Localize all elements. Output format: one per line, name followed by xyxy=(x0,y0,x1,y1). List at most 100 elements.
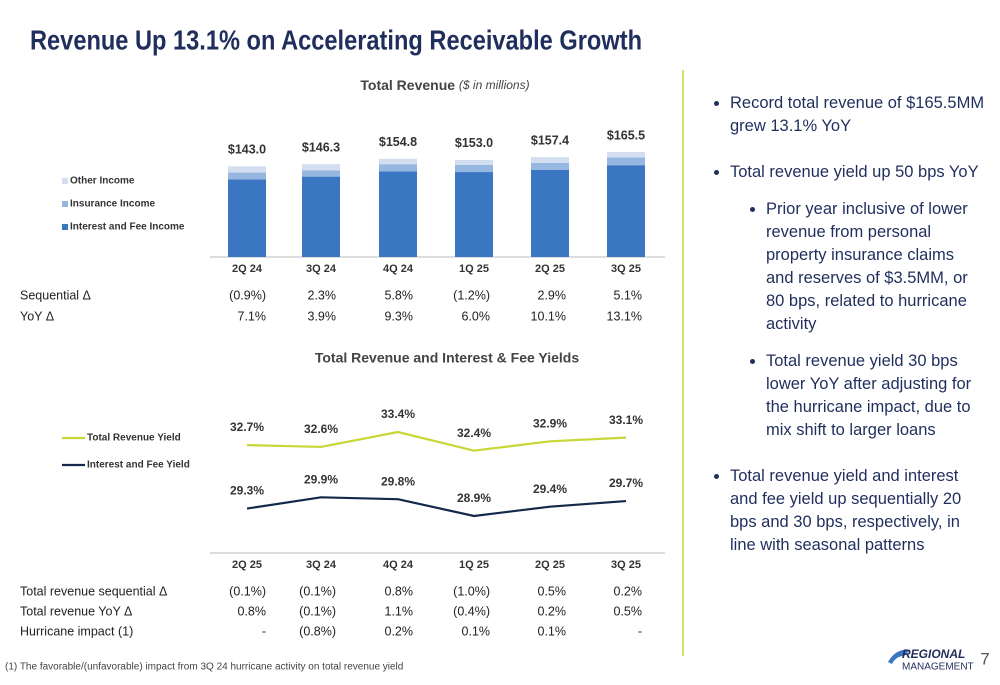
table-cell: 1.1% xyxy=(385,604,414,618)
table-cell: 5.1% xyxy=(614,288,643,302)
bar-segment xyxy=(228,172,266,180)
bar-segment xyxy=(302,164,340,171)
legend-swatch xyxy=(62,224,68,230)
table-cell: 0.2% xyxy=(614,584,643,598)
value-label: 32.7% xyxy=(230,420,264,434)
bar-segment xyxy=(531,162,569,170)
x-tick-label: 1Q 25 xyxy=(459,559,489,571)
table-cell: 0.8% xyxy=(385,584,414,598)
table-cell: (0.1%) xyxy=(299,604,336,618)
bullet-text: Total revenue yield up 50 bps YoY xyxy=(730,163,979,181)
logo-text: MANAGEMENT xyxy=(902,662,974,673)
line xyxy=(246,496,627,518)
bar-segment xyxy=(302,170,340,177)
chart-title: Total Revenue and Interest & Fee Yields xyxy=(315,350,579,366)
row-label: Sequential Δ xyxy=(20,288,91,302)
page-number: 7 xyxy=(980,649,989,668)
bar-segment xyxy=(607,157,645,166)
bullet: Total revenue yield and interest and fee… xyxy=(730,465,985,557)
x-tick-label: 2Q 24 xyxy=(232,263,263,275)
value-label: 29.3% xyxy=(230,484,264,498)
row-label: Total revenue YoY Δ xyxy=(20,604,132,618)
table-cell: (0.9%) xyxy=(229,288,266,302)
bullet: Total revenue yield up 50 bps YoY Prior y… xyxy=(730,161,985,442)
logo-mark xyxy=(888,649,910,664)
table-cell: 0.2% xyxy=(385,624,414,638)
bar-segment xyxy=(455,172,493,257)
table-cell: (0.8%) xyxy=(299,624,336,638)
bar-segment xyxy=(302,176,340,257)
table-cell: (1.0%) xyxy=(453,584,490,598)
table-cell: - xyxy=(638,624,642,638)
sub-bullet-list: Prior year inclusive of lower revenue fr… xyxy=(730,198,985,442)
x-tick-label: 2Q 25 xyxy=(535,559,565,571)
table-cell: (0.1%) xyxy=(299,584,336,598)
legend-label: Interest and Fee Yield xyxy=(87,460,190,471)
footnote: (1) The favorable/(unfavorable) impact f… xyxy=(5,662,403,673)
table-cell: 9.3% xyxy=(385,309,414,323)
logo-text: REGIONAL xyxy=(902,647,965,661)
value-label: 29.7% xyxy=(609,476,643,490)
bar-segment xyxy=(379,158,417,165)
chart-title-text: Total Revenue xyxy=(360,77,455,93)
bullet-text: Total revenue yield and interest and fee… xyxy=(730,467,962,554)
table-cell: 3.9% xyxy=(308,309,337,323)
total-label: $154.8 xyxy=(379,135,417,149)
table-cell: (0.1%) xyxy=(229,584,266,598)
row-label: YoY Δ xyxy=(20,309,54,323)
value-label: 32.4% xyxy=(457,426,491,440)
value-label: 28.9% xyxy=(457,491,491,505)
bar-segment xyxy=(228,166,266,173)
legend-label: Insurance Income xyxy=(70,199,155,210)
bullets: Record total revenue of $165.5MM grew 13… xyxy=(700,92,985,580)
legend-label: Total Revenue Yield xyxy=(87,433,181,444)
x-tick-label: 1Q 25 xyxy=(459,263,489,275)
row-label: Hurricane impact (1) xyxy=(20,624,133,638)
sub-bullet: Total revenue yield 30 bps lower YoY aft… xyxy=(766,350,985,442)
table-cell: 2.9% xyxy=(538,288,567,302)
table-cell: 0.8% xyxy=(238,604,267,618)
row-label: Total revenue sequential Δ xyxy=(20,584,167,598)
legend-label: Interest and Fee Income xyxy=(70,222,185,233)
bullet-list: Record total revenue of $165.5MM grew 13… xyxy=(700,92,985,557)
x-tick-label: 2Q 25 xyxy=(232,559,262,571)
legend-label: Other Income xyxy=(70,176,135,187)
total-label: $165.5 xyxy=(607,128,645,142)
value-label: 32.9% xyxy=(533,417,567,431)
chart-subtitle: ($ in millions) xyxy=(459,78,530,92)
table-cell: 0.1% xyxy=(538,624,567,638)
table-cell: 0.5% xyxy=(614,604,643,618)
x-tick-label: 3Q 25 xyxy=(611,559,641,571)
total-label: $146.3 xyxy=(302,140,340,154)
value-label: 29.8% xyxy=(381,474,415,488)
value-label: 29.9% xyxy=(304,473,338,487)
table-cell: 13.1% xyxy=(607,309,642,323)
chart-title: Total Revenue ($ in millions) xyxy=(360,77,529,93)
value-label: 32.6% xyxy=(304,422,338,436)
table-cell: - xyxy=(262,624,266,638)
bar-segment xyxy=(607,165,645,257)
x-tick-label: 2Q 25 xyxy=(535,263,565,275)
value-label: 33.4% xyxy=(381,407,415,421)
bar-segment xyxy=(531,157,569,163)
x-tick-label: 4Q 24 xyxy=(383,263,414,275)
bar-segment xyxy=(455,159,493,166)
total-label: $153.0 xyxy=(455,136,493,150)
table-cell: (1.2%) xyxy=(453,288,490,302)
bar-segment xyxy=(379,171,417,257)
bullet-text: Record total revenue of $165.5MM grew 13… xyxy=(730,94,985,135)
bar-segment xyxy=(455,165,493,173)
bar-segment xyxy=(607,152,645,158)
x-tick-label: 3Q 24 xyxy=(306,559,337,571)
x-tick-label: 3Q 24 xyxy=(306,263,337,275)
table-cell: (0.4%) xyxy=(453,604,490,618)
line xyxy=(246,430,627,452)
table-cell: 10.1% xyxy=(531,309,566,323)
value-label: 29.4% xyxy=(533,482,567,496)
x-tick-label: 4Q 24 xyxy=(383,559,414,571)
legend-swatch xyxy=(62,178,68,184)
bullet: Record total revenue of $165.5MM grew 13… xyxy=(730,92,985,138)
table-cell: 0.2% xyxy=(538,604,567,618)
